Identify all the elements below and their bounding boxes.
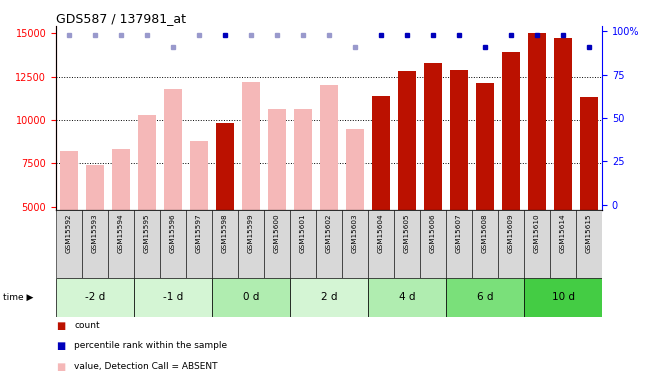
Text: GSM15608: GSM15608 — [482, 213, 488, 253]
Text: GSM15596: GSM15596 — [170, 213, 176, 253]
Text: GSM15605: GSM15605 — [404, 213, 410, 253]
Bar — [238, 210, 264, 278]
Bar — [446, 210, 472, 278]
Text: GSM15597: GSM15597 — [196, 213, 202, 253]
Text: GSM15614: GSM15614 — [560, 213, 566, 253]
Bar — [186, 210, 212, 278]
Text: GSM15595: GSM15595 — [144, 213, 150, 253]
Bar — [212, 210, 238, 278]
Text: ■: ■ — [56, 321, 65, 331]
Bar — [576, 210, 602, 278]
Bar — [372, 96, 390, 293]
Bar — [498, 210, 524, 278]
Text: GSM15609: GSM15609 — [508, 213, 514, 253]
Bar — [108, 210, 134, 278]
Bar — [60, 151, 78, 293]
Bar — [86, 165, 104, 293]
Text: -1 d: -1 d — [163, 292, 183, 302]
Bar — [134, 210, 160, 278]
Text: percentile rank within the sample: percentile rank within the sample — [74, 341, 228, 350]
Bar — [190, 141, 208, 293]
Bar — [82, 210, 108, 278]
Text: GSM15606: GSM15606 — [430, 213, 436, 253]
Bar — [580, 98, 598, 293]
Text: 0 d: 0 d — [243, 292, 259, 302]
Bar — [368, 210, 394, 278]
Text: 6 d: 6 d — [477, 292, 494, 302]
Text: GSM15593: GSM15593 — [92, 213, 98, 253]
Bar — [316, 210, 342, 278]
Bar — [138, 115, 156, 293]
Bar — [420, 210, 446, 278]
Bar — [216, 123, 234, 293]
Bar — [554, 38, 572, 293]
Bar — [164, 88, 182, 293]
Text: value, Detection Call = ABSENT: value, Detection Call = ABSENT — [74, 362, 218, 371]
Bar — [264, 210, 290, 278]
Bar — [290, 210, 316, 278]
Text: GSM15599: GSM15599 — [248, 213, 254, 253]
Text: GSM15594: GSM15594 — [118, 213, 124, 253]
Bar — [398, 71, 416, 293]
Text: GDS587 / 137981_at: GDS587 / 137981_at — [56, 12, 186, 25]
Text: GSM15610: GSM15610 — [534, 213, 540, 253]
Text: GSM15607: GSM15607 — [456, 213, 462, 253]
Bar — [424, 63, 442, 293]
Text: ■: ■ — [56, 362, 65, 372]
Bar — [268, 110, 286, 293]
Bar — [524, 278, 602, 317]
Text: time ▶: time ▶ — [3, 292, 33, 302]
Text: GSM15603: GSM15603 — [352, 213, 358, 253]
Text: 2 d: 2 d — [320, 292, 338, 302]
Bar — [212, 278, 290, 317]
Text: GSM15598: GSM15598 — [222, 213, 228, 253]
Bar — [472, 210, 498, 278]
Text: -2 d: -2 d — [85, 292, 105, 302]
Bar — [502, 52, 520, 293]
Bar — [446, 278, 524, 317]
Bar — [550, 210, 576, 278]
Bar — [450, 70, 468, 293]
Bar — [56, 210, 82, 278]
Bar — [134, 278, 212, 317]
Text: count: count — [74, 321, 100, 330]
Text: GSM15601: GSM15601 — [300, 213, 306, 253]
Bar — [528, 33, 546, 293]
Bar — [320, 85, 338, 293]
Bar — [524, 210, 550, 278]
Bar — [368, 278, 446, 317]
Bar — [112, 149, 130, 293]
Bar — [346, 129, 364, 293]
Bar — [290, 278, 368, 317]
Text: GSM15602: GSM15602 — [326, 213, 332, 253]
Bar — [242, 82, 260, 293]
Text: GSM15615: GSM15615 — [586, 213, 592, 253]
Text: 10 d: 10 d — [551, 292, 574, 302]
Bar — [294, 110, 312, 293]
Text: ■: ■ — [56, 341, 65, 351]
Text: 4 d: 4 d — [399, 292, 415, 302]
Text: GSM15600: GSM15600 — [274, 213, 280, 253]
Bar — [342, 210, 368, 278]
Bar — [394, 210, 420, 278]
Text: GSM15604: GSM15604 — [378, 213, 384, 253]
Bar — [56, 278, 134, 317]
Text: GSM15592: GSM15592 — [66, 213, 72, 253]
Bar — [476, 84, 494, 293]
Bar — [160, 210, 186, 278]
